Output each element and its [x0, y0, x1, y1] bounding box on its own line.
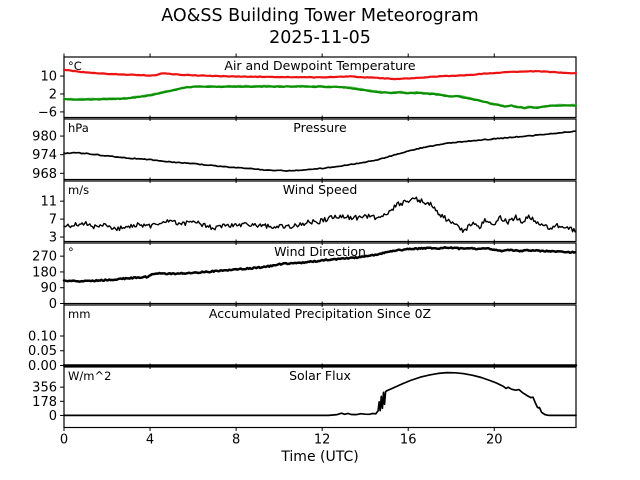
panel-title-precipitation: Accumulated Precipitation Since 0Z	[209, 306, 431, 321]
y-tick-label-temperature: 10	[40, 70, 57, 85]
panel-unit-precipitation: mm	[68, 307, 90, 321]
panel-frame-pressure	[63, 118, 577, 181]
panel-unit-temperature: °C	[68, 59, 82, 73]
y-tick-label-solar-flux: 178	[32, 395, 57, 410]
y-tick-label-wind-speed: 11	[40, 195, 57, 210]
panel-unit-solar-flux: W/m^2	[68, 369, 111, 383]
panel-title-pressure: Pressure	[293, 120, 347, 135]
dewpoint-line	[62, 85, 578, 110]
panel-frame-wind-direction	[63, 242, 577, 305]
panel-frame-temperature	[63, 56, 577, 119]
y-tick-label-temperature: −6	[38, 105, 57, 120]
x-tick-label: 20	[486, 433, 503, 448]
solar-flux-line	[63, 371, 577, 417]
wind-direction-line	[62, 246, 577, 283]
figure-title: AO&SS Building Tower Meteorogram	[161, 6, 479, 26]
y-tick-label-wind-speed: 3	[49, 231, 57, 246]
y-tick-label-wind-direction: 270	[32, 250, 57, 265]
y-tick-label-wind-direction: 180	[32, 265, 57, 280]
pressure-line	[63, 130, 576, 172]
y-tick-label-solar-flux: 356	[32, 381, 57, 396]
y-tick-label-wind-direction: 90	[40, 281, 57, 296]
panel-unit-wind-speed: m/s	[68, 183, 89, 197]
y-tick-label-pressure: 974	[32, 148, 57, 163]
panel-title-solar-flux: Solar Flux	[289, 368, 351, 383]
x-tick-label: 4	[146, 433, 154, 448]
y-tick-label-precipitation: 0.05	[28, 344, 57, 359]
panel-unit-pressure: hPa	[68, 121, 89, 135]
x-axis-label: Time (UTC)	[281, 449, 359, 465]
y-tick-label-precipitation: 0.00	[28, 359, 57, 374]
y-tick-label-temperature: 2	[49, 87, 57, 102]
y-tick-label-wind-direction: 0	[49, 297, 57, 312]
panel-frame-solar-flux	[63, 366, 577, 429]
y-tick-label-pressure: 968	[32, 167, 57, 182]
air-temperature-line	[62, 68, 578, 81]
x-tick-label: 12	[314, 433, 331, 448]
panel-frame-wind-speed	[63, 180, 577, 243]
y-tick-label-precipitation: 0.10	[28, 329, 57, 344]
wind-speed-line	[63, 196, 576, 234]
x-tick-label: 0	[60, 433, 68, 448]
panel-title-temperature: Air and Dewpoint Temperature	[224, 58, 416, 73]
x-tick-label: 16	[400, 433, 417, 448]
panel-title-wind-speed: Wind Speed	[283, 182, 358, 197]
panel-title-wind-direction: Wind Direction	[274, 244, 366, 259]
y-tick-label-pressure: 980	[32, 130, 57, 145]
y-tick-label-solar-flux: 0	[49, 409, 57, 424]
x-tick-label: 8	[232, 433, 240, 448]
panel-unit-wind-direction: °	[68, 245, 74, 259]
figure-date-subtitle: 2025-11-05	[269, 28, 371, 48]
y-tick-label-wind-speed: 7	[49, 213, 57, 228]
